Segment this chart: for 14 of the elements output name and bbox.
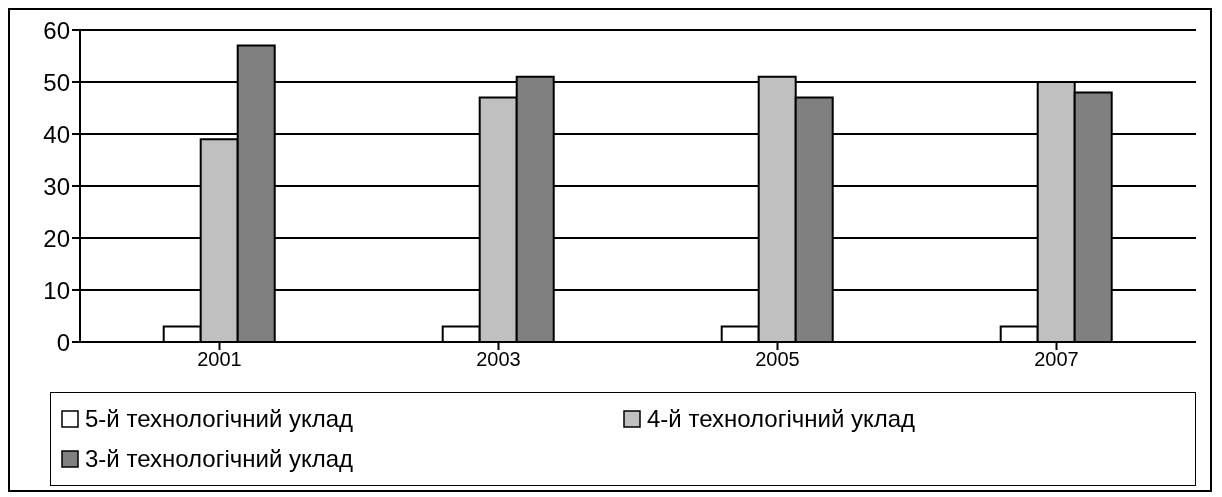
x-tick-label: 2001 bbox=[197, 348, 242, 371]
x-tick-label: 2005 bbox=[755, 348, 800, 371]
y-tick-label: 30 bbox=[43, 172, 70, 200]
x-tick-label: 2003 bbox=[476, 348, 521, 371]
y-tick-label: 60 bbox=[43, 16, 70, 44]
legend-label: 5-й технологічний уклад bbox=[85, 405, 354, 433]
y-tick-label: 20 bbox=[43, 224, 70, 252]
x-tick-label: 2007 bbox=[1034, 348, 1079, 371]
y-tick-label: 40 bbox=[43, 120, 70, 148]
legend-label: 3-й технологічний уклад bbox=[85, 445, 354, 473]
y-tick-label: 0 bbox=[56, 328, 70, 356]
legend-label: 4-й технологічний уклад bbox=[647, 405, 916, 433]
y-tick-label: 10 bbox=[43, 276, 70, 304]
y-tick-label: 50 bbox=[43, 68, 70, 96]
